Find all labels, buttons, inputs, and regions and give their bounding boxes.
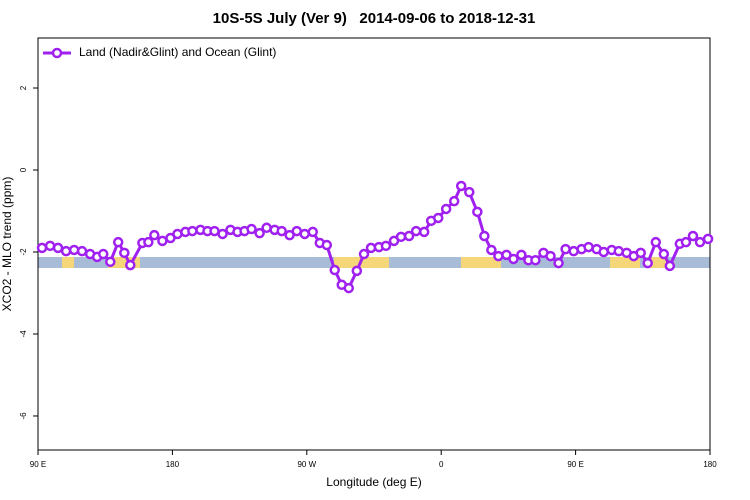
data-point [246, 223, 257, 235]
data-point [486, 244, 497, 256]
data-point [299, 228, 310, 240]
data-point [702, 233, 714, 245]
data-point [440, 203, 452, 215]
data-point [105, 256, 116, 268]
data-point [351, 265, 363, 277]
x-tick-label: 180 [166, 460, 180, 469]
data-point [464, 186, 475, 198]
data-point [98, 248, 109, 260]
data-point [516, 249, 527, 261]
data-point [157, 235, 168, 247]
x-tick-label: 90 E [567, 460, 583, 469]
data-point [68, 244, 80, 256]
data-point [187, 225, 198, 237]
data-point [410, 225, 422, 237]
map-strip [38, 257, 710, 268]
data-point [432, 212, 444, 224]
data-point [76, 245, 88, 257]
data-point [664, 260, 676, 272]
data-point [658, 248, 670, 260]
data-point [143, 236, 154, 248]
data-point [276, 225, 287, 237]
data-point [112, 236, 124, 248]
data-point [598, 246, 609, 258]
data-point [530, 254, 541, 266]
y-tick-label: 2 [19, 85, 28, 90]
data-point [455, 180, 467, 192]
data-point [545, 250, 556, 262]
data-point [642, 257, 653, 269]
data-line [41, 183, 709, 291]
data-point [329, 264, 340, 276]
data-point [119, 247, 130, 259]
data-point [307, 226, 319, 238]
data-point [149, 229, 160, 241]
chart-title: 10S-5S July (Ver 9) 2014-09-06 to 2018-1… [213, 10, 536, 27]
data-point [52, 242, 64, 254]
data-point [418, 226, 430, 238]
legend-marker [51, 47, 63, 59]
x-axis-label: Longitude (deg E) [326, 475, 421, 489]
data-point [560, 243, 571, 255]
data-point [680, 236, 692, 248]
data-point [254, 227, 265, 239]
data-point [472, 206, 483, 218]
data-point [635, 247, 646, 259]
data-point [125, 259, 136, 271]
data-point [694, 236, 706, 248]
data-point [493, 250, 504, 262]
data-point [380, 240, 392, 252]
data-point [358, 248, 370, 260]
data-point [687, 230, 699, 242]
y-tick-label: -2 [19, 248, 28, 256]
legend-label: Land (Nadir&Glint) and Ocean (Glint) [79, 45, 276, 59]
data-point [508, 253, 519, 265]
x-tick-label: 90 E [30, 460, 46, 469]
data-point [553, 257, 564, 269]
y-tick-label: -6 [19, 412, 28, 420]
data-point [209, 225, 220, 237]
data-point [217, 228, 228, 240]
y-tick-label: 0 [19, 167, 28, 172]
y-axis-label: XCO2 - MLO trend (ppm) [0, 177, 14, 312]
data-point [583, 241, 594, 253]
data-point [60, 245, 72, 257]
data-point [395, 231, 407, 243]
plot-frame [37, 37, 711, 451]
data-point [261, 222, 272, 234]
x-tick-label: 90 W [297, 460, 316, 469]
data-point [343, 282, 355, 294]
x-tick-label: 180 [703, 460, 717, 469]
y-tick-label: -4 [19, 330, 28, 338]
data-point [479, 230, 490, 242]
data-point [650, 236, 662, 248]
data-point [36, 242, 48, 254]
x-tick-label: 0 [439, 460, 444, 469]
data-point [321, 239, 333, 251]
data-point [403, 230, 415, 242]
data-point [448, 195, 460, 207]
